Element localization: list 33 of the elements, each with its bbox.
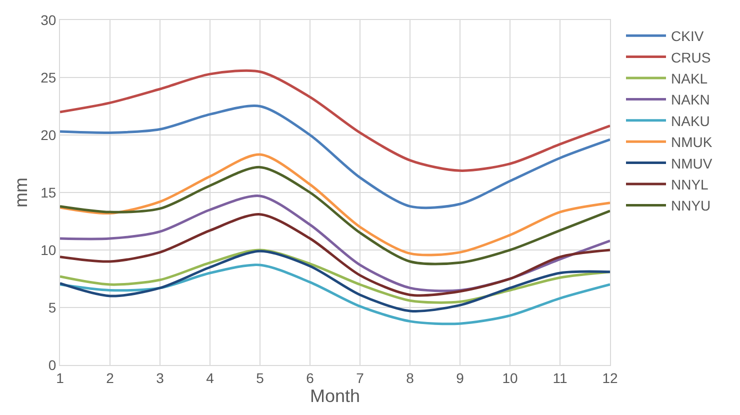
x-axis-title: Month	[310, 386, 360, 406]
legend-label: NNYL	[671, 176, 709, 192]
legend-label: NMUK	[671, 134, 713, 150]
y-tick-label: 0	[48, 356, 56, 373]
y-tick-label: 30	[40, 12, 56, 28]
x-tick-label: 11	[552, 370, 568, 386]
x-tick-label: 5	[256, 370, 264, 386]
x-tick-label: 7	[356, 370, 364, 386]
line-series	[60, 213, 610, 297]
legend-label: NMUV	[671, 155, 713, 172]
line-series	[60, 264, 610, 326]
y-tick-label: 25	[40, 69, 56, 86]
x-tick-label: 2	[106, 370, 114, 386]
y-axis-title: mm	[10, 178, 31, 208]
legend-label: NAKN	[671, 92, 710, 108]
legend-label: CKIV	[671, 28, 704, 44]
x-tick-label: 4	[206, 370, 214, 386]
line-series	[60, 69, 610, 172]
x-tick-label: 3	[156, 370, 164, 386]
y-tick-label: 5	[48, 299, 56, 316]
x-tick-label: 10	[502, 370, 518, 386]
legend-label: CRUS	[671, 49, 711, 66]
legend-label: NNYU	[671, 198, 711, 214]
x-tick-label: 12	[602, 370, 618, 386]
legend-label: NAKL	[671, 70, 708, 86]
y-tick-label: 15	[40, 184, 56, 200]
x-tick-label: 8	[406, 370, 414, 386]
x-tick-label: 9	[456, 370, 464, 386]
y-tick-label: 10	[40, 242, 56, 258]
x-tick-label: 6	[306, 370, 314, 386]
legend-label: NAKU	[671, 112, 710, 129]
x-tick-label: 1	[56, 370, 64, 386]
y-tick-label: 20	[40, 126, 56, 143]
